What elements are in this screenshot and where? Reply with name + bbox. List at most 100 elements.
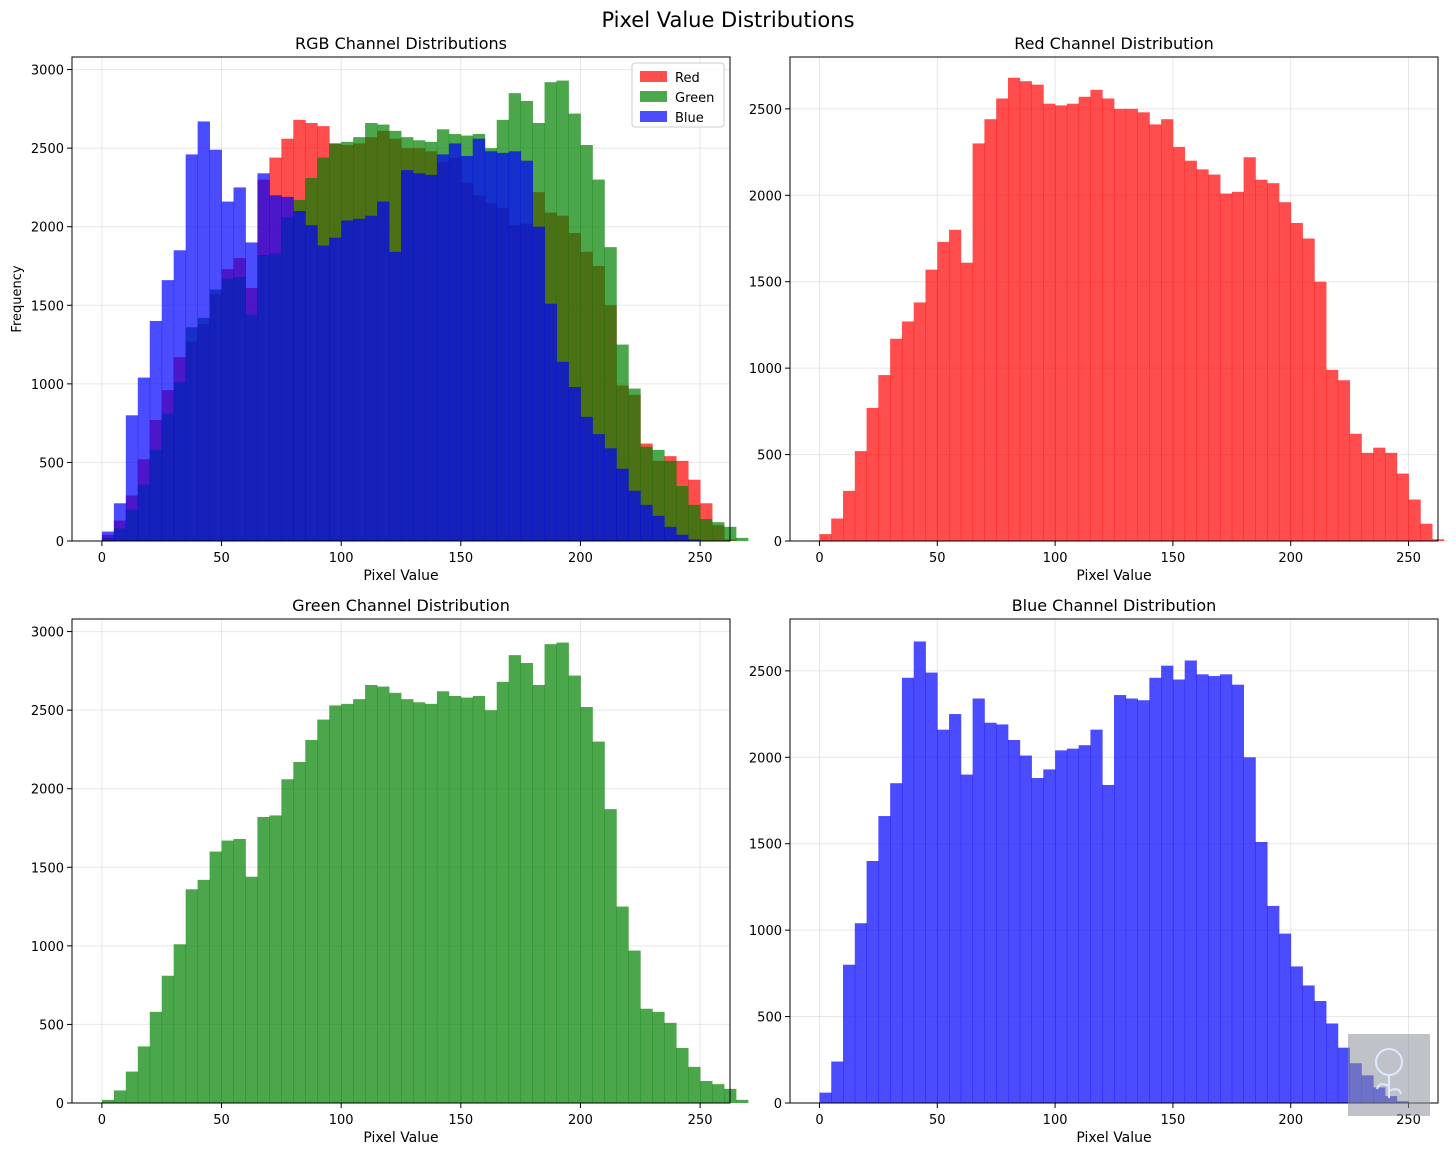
histogram-bar [484, 710, 498, 1103]
histogram-bar [401, 170, 414, 541]
histogram-bar [460, 697, 474, 1103]
histogram-bar [1090, 89, 1103, 541]
histogram-bar [293, 211, 306, 541]
histogram-bar [377, 201, 390, 542]
histogram-bar [1172, 146, 1186, 541]
histogram-bar [1384, 452, 1398, 541]
y-tick-label: 1500 [749, 838, 782, 853]
histogram-bar [1090, 729, 1103, 1103]
histogram-bar [389, 251, 402, 541]
plot-frame [71, 56, 731, 542]
x-tick-label: 200 [1278, 1113, 1303, 1128]
y-tick-label: 1500 [31, 299, 64, 314]
histogram-bar [568, 675, 581, 1103]
y-tick-label: 2000 [31, 221, 64, 236]
histogram-bar [913, 302, 926, 541]
x-tick-label: 100 [1043, 551, 1068, 566]
histogram-bar [913, 641, 926, 1103]
histogram-bar [448, 143, 462, 541]
histogram-bar [197, 121, 210, 541]
histogram-bar [113, 1090, 127, 1103]
histogram-bar [472, 138, 486, 541]
histogram-bar [592, 434, 605, 541]
legend-swatch-red [640, 71, 667, 82]
histogram-bar [377, 686, 390, 1103]
histogram-bar [1196, 674, 1209, 1103]
histogram-bar [712, 1084, 725, 1103]
histogram-bar [984, 722, 997, 1103]
histogram-bar [676, 486, 689, 541]
x-tick-label: 150 [448, 551, 473, 566]
histogram-bar [1019, 755, 1032, 1103]
histogram-bar [831, 518, 844, 541]
histogram-bar [580, 707, 593, 1103]
plot-frame [71, 618, 731, 1104]
histogram-bar [1231, 684, 1244, 1103]
histogram-bar [972, 143, 985, 541]
x-tick-label: 200 [568, 551, 593, 566]
histogram-bar [996, 724, 1009, 1103]
x-tick-label: 0 [98, 551, 106, 566]
histogram-bar [1137, 112, 1150, 542]
x-axis-label: Pixel Value [1076, 1130, 1151, 1146]
histogram-bar [878, 375, 891, 541]
histogram-bar [1114, 695, 1127, 1103]
histogram-bar [949, 714, 962, 1103]
histogram-bar [436, 154, 450, 541]
histogram-bar [652, 1011, 665, 1103]
histogram-bar [1196, 169, 1209, 541]
subplot-title: RGB Channel Distributions [295, 34, 507, 53]
x-tick-label: 250 [1396, 551, 1421, 566]
y-tick-label: 1000 [749, 362, 782, 377]
y-tick-label: 2500 [31, 142, 64, 157]
histogram-bar [1408, 499, 1421, 541]
histogram-bar [137, 377, 151, 541]
histogram-bar [125, 1071, 139, 1103]
histogram-bar [101, 531, 115, 541]
histogram-bar [101, 1099, 115, 1103]
histogram-bar [149, 321, 163, 541]
histogram-bar [209, 851, 222, 1103]
histogram-bar [317, 719, 330, 1103]
x-tick-label: 250 [688, 551, 713, 566]
histogram-bar [688, 1066, 701, 1103]
histogram-bar [1243, 757, 1256, 1103]
histogram-bar [1102, 784, 1115, 1103]
histogram-bar [878, 816, 891, 1103]
histogram-bar [843, 964, 856, 1103]
histogram-bar [1125, 108, 1138, 541]
histogram-bar [664, 526, 677, 541]
histogram-bar [221, 840, 234, 1103]
histogram-bar [925, 269, 938, 541]
histogram-bar [1337, 1047, 1351, 1103]
subplot-title: Green Channel Distribution [292, 596, 510, 615]
histogram-bar [688, 504, 701, 541]
histogram-bar [185, 889, 199, 1103]
histogram-bar [1066, 103, 1080, 542]
histogram-bar [221, 201, 234, 542]
histogram-bar [664, 460, 677, 541]
histogram-bar [1267, 183, 1280, 541]
histogram-bar [1007, 77, 1021, 541]
histogram-bar [1078, 96, 1091, 541]
y-tick-label: 0 [774, 535, 782, 550]
y-tick-label: 1000 [31, 378, 64, 393]
x-tick-label: 50 [213, 551, 230, 566]
histogram-bar [329, 237, 342, 541]
histogram-bar [1172, 679, 1186, 1103]
histogram-bar [1102, 98, 1115, 541]
histogram-bar [496, 152, 510, 541]
histogram-bar [1078, 745, 1091, 1103]
subplot-rgb-channels: 0 50 100 150 200 250050010001500200025003000R… [10, 34, 749, 584]
histogram-bar [1278, 202, 1292, 541]
x-tick-label: 200 [568, 1113, 593, 1128]
histogram-bar [1302, 985, 1315, 1103]
histogram-bar [1184, 160, 1197, 541]
histogram-bar [353, 218, 366, 541]
histogram-bar [520, 160, 533, 541]
plot-frame [789, 56, 1439, 542]
histogram-bar [1043, 769, 1056, 1103]
histogram-bar [604, 809, 617, 1103]
legend-label-red: Red [675, 71, 700, 86]
